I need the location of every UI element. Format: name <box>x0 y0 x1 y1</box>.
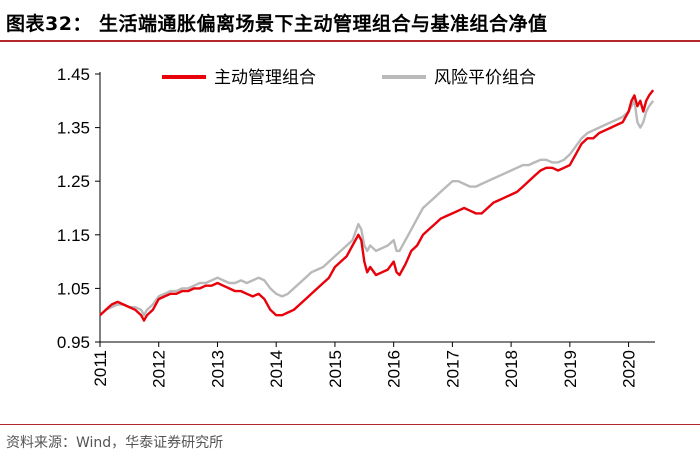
x-tick-label: 2015 <box>326 350 345 388</box>
x-tick-label: 2018 <box>502 350 521 388</box>
y-tick-label: 1.05 <box>57 279 90 298</box>
title-divider <box>0 40 700 42</box>
legend-item-active: 主动管理组合 <box>162 68 316 88</box>
x-tick-label: 2016 <box>385 350 404 388</box>
y-tick-label: 0.95 <box>57 333 90 352</box>
x-tick-label: 2011 <box>91 350 110 387</box>
source-note: 资料来源：Wind，华泰证券研究所 <box>6 435 224 451</box>
x-tick-label: 2017 <box>443 350 462 388</box>
legend-item-benchmark: 风险平价组合 <box>382 68 536 88</box>
x-tick-label: 2013 <box>208 350 227 388</box>
x-tick-label: 2020 <box>620 350 639 388</box>
series-line-benchmark <box>99 99 655 317</box>
chart-legend: 主动管理组合 风险平价组合 <box>162 68 536 88</box>
x-tick-label: 2014 <box>267 350 286 388</box>
source-divider <box>0 424 700 425</box>
y-tick-label: 1.35 <box>57 119 90 138</box>
chart-axes: 0.95 1.05 1.15 1.25 1.35 1.45 2011 2012 2013 2014… <box>57 65 655 388</box>
y-tick-label: 1.15 <box>57 226 90 245</box>
y-tick-label: 1.25 <box>57 172 90 191</box>
x-tick-label: 2019 <box>561 350 580 388</box>
legend-label: 风险平价组合 <box>434 68 536 88</box>
series-layer <box>99 89 655 322</box>
nav-line-chart: 0.95 1.05 1.15 1.25 1.35 1.45 2011 2012 2013 2014… <box>57 65 655 388</box>
legend-label: 主动管理组合 <box>214 68 316 88</box>
figure-title: 图表32： 生活端通胀偏离场景下主动管理组合与基准组合净值 <box>6 13 548 35</box>
y-tick-label: 1.45 <box>57 65 90 84</box>
figure-header: 图表32： 生活端通胀偏离场景下主动管理组合与基准组合净值 <box>0 0 700 44</box>
series-line-active <box>99 89 655 322</box>
x-tick-label: 2012 <box>150 350 169 388</box>
